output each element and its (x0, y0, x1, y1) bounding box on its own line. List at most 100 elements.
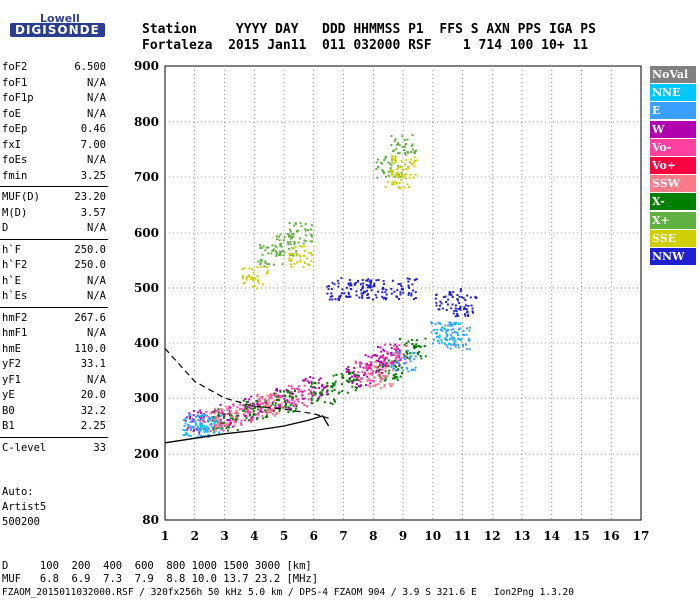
data-point (403, 354, 406, 357)
data-point (243, 413, 245, 416)
data-point (211, 410, 214, 413)
data-point (417, 345, 420, 347)
data-point (260, 247, 263, 250)
data-point (197, 418, 199, 421)
data-point (265, 404, 268, 407)
data-point (188, 412, 191, 415)
data-point (271, 244, 274, 247)
data-point (256, 416, 259, 419)
data-point (226, 407, 229, 410)
data-point (251, 418, 254, 421)
data-point (395, 173, 398, 176)
data-point (392, 363, 395, 366)
param-separator (0, 186, 108, 187)
data-point (396, 171, 399, 174)
data-point (219, 422, 222, 425)
data-point (223, 413, 226, 416)
data-point (279, 251, 281, 254)
data-point (250, 404, 253, 407)
data-point (402, 291, 405, 294)
data-point (306, 380, 309, 383)
data-point (291, 398, 294, 401)
data-point (271, 401, 274, 404)
data-point (399, 187, 402, 190)
data-point (261, 401, 264, 404)
data-point (194, 422, 197, 425)
data-point (375, 371, 378, 374)
data-point (279, 252, 282, 255)
data-point (402, 369, 404, 372)
data-point (400, 159, 403, 162)
data-point (381, 356, 384, 359)
data-point (392, 377, 394, 380)
series-ssw (213, 365, 395, 428)
data-point (448, 290, 451, 293)
data-point (292, 405, 295, 408)
data-point (243, 267, 245, 270)
data-point (404, 361, 407, 364)
data-point (331, 295, 334, 298)
data-point (257, 411, 260, 414)
param-value: 110.0 (74, 342, 106, 355)
data-point (200, 411, 202, 414)
data-point (288, 228, 291, 231)
data-point (254, 413, 257, 416)
data-point (218, 414, 221, 417)
data-point (299, 255, 302, 258)
data-point (454, 307, 457, 310)
data-point (395, 295, 398, 298)
series-e (187, 321, 471, 438)
data-point (398, 363, 401, 366)
data-point (381, 366, 384, 369)
data-point (377, 369, 380, 372)
data-point (405, 342, 408, 345)
data-point (444, 337, 447, 340)
data-point (268, 397, 271, 400)
data-point (369, 365, 372, 368)
data-point (288, 222, 291, 224)
data-point (454, 304, 457, 307)
data-point (218, 420, 221, 423)
data-point (400, 171, 403, 174)
data-point (327, 285, 330, 288)
data-point (375, 369, 378, 372)
data-point (218, 425, 221, 428)
data-point (334, 380, 337, 383)
data-point (468, 348, 471, 351)
data-point (189, 417, 191, 420)
data-point (258, 244, 261, 247)
data-point (256, 394, 259, 396)
data-point (302, 265, 305, 268)
data-point (271, 409, 274, 412)
data-point (377, 290, 380, 293)
data-point (288, 235, 291, 238)
data-point (412, 344, 415, 347)
data-point (367, 365, 370, 368)
data-point (228, 418, 231, 421)
data-point (310, 233, 313, 236)
data-point (395, 347, 398, 350)
data-point (377, 383, 380, 385)
data-point (377, 374, 380, 376)
data-point (390, 364, 393, 367)
data-point (300, 245, 303, 248)
data-point (310, 228, 313, 231)
data-point (357, 371, 360, 374)
legend-item-nne: NNE (650, 84, 696, 102)
data-point (296, 387, 299, 390)
series-x (211, 337, 427, 432)
data-point (248, 405, 251, 408)
data-point (409, 352, 412, 355)
data-point (403, 145, 406, 148)
data-point (201, 415, 204, 418)
x-tick-label: 14 (543, 529, 560, 543)
data-point (290, 407, 292, 410)
data-point (441, 307, 444, 310)
param-row-b1: B1 2.25 (2, 419, 106, 433)
data-point (356, 280, 359, 283)
data-point (410, 292, 413, 295)
data-point (385, 297, 388, 300)
data-point (457, 346, 460, 349)
data-point (393, 348, 396, 351)
data-point (445, 344, 448, 347)
